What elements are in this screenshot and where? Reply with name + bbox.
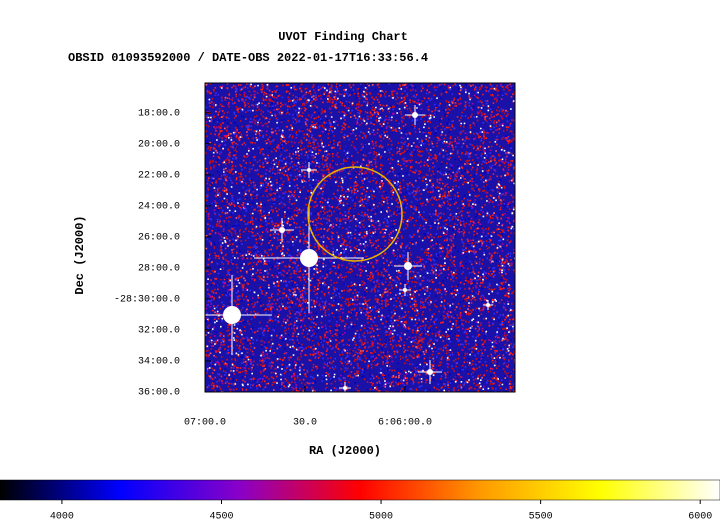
chart-subtitle: OBSID 01093592000 / DATE-OBS 2022-01-17T… xyxy=(68,51,428,65)
x-axis-label: RA (J2000) xyxy=(309,444,381,458)
x-tick-label: 6:06:00.0 xyxy=(378,418,432,429)
colorbar-tick-label: 5500 xyxy=(529,512,553,521)
y-axis-label: Dec (J2000) xyxy=(73,215,87,294)
chart-title: UVOT Finding Chart xyxy=(278,30,408,44)
star xyxy=(279,227,285,233)
y-tick-label: 18:00.0 xyxy=(138,108,180,119)
colorbar-tick-label: 5000 xyxy=(369,512,393,521)
star xyxy=(486,303,490,307)
y-tick-label: 34:00.0 xyxy=(138,357,180,368)
y-tick-label: 28:00.0 xyxy=(138,264,180,275)
star xyxy=(404,262,412,270)
colorbar-tick-label: 4000 xyxy=(50,512,74,521)
image-frame xyxy=(204,82,516,393)
y-tick-label: -28:30:00.0 xyxy=(114,295,180,306)
y-tick-label: 22:00.0 xyxy=(138,171,180,182)
noise xyxy=(205,83,515,392)
noise xyxy=(205,83,515,392)
colorbar-tick-label: 4500 xyxy=(209,512,233,521)
target-region xyxy=(307,166,403,262)
noise xyxy=(205,83,515,392)
star xyxy=(427,369,433,375)
colorbar xyxy=(0,479,720,501)
y-tick-label: 32:00.0 xyxy=(138,326,180,337)
star xyxy=(307,168,311,172)
x-tick-label: 07:00.0 xyxy=(184,418,226,429)
star xyxy=(223,306,241,324)
star xyxy=(300,249,318,267)
x-tick-label: 30.0 xyxy=(293,418,317,429)
y-tick-label: 20:00.0 xyxy=(138,139,180,150)
colorbar-tick-label: 6000 xyxy=(688,512,712,521)
star xyxy=(403,288,407,292)
y-tick-label: 24:00.0 xyxy=(138,201,180,212)
y-tick-label: 36:00.0 xyxy=(138,388,180,399)
star xyxy=(343,386,347,390)
star xyxy=(412,112,418,118)
sky-image xyxy=(205,83,515,392)
y-tick-label: 26:00.0 xyxy=(138,232,180,243)
